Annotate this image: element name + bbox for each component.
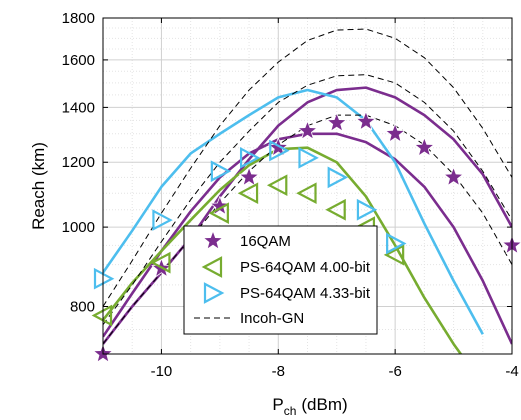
marker-triangle-left <box>325 198 346 221</box>
y-axis-title: Reach (km) <box>29 142 48 230</box>
x-axis-ticks: -10 -8 -6 -4 <box>151 18 519 380</box>
marker-triangle-left <box>296 182 317 205</box>
legend-item-16qam: 16QAM <box>203 230 291 250</box>
legend-label-ps64qam-433: PS-64QAM 4.33-bit <box>240 285 371 302</box>
x-tick-label: -6 <box>388 363 401 380</box>
y-tick-label: 1800 <box>62 10 95 27</box>
marker-star <box>326 112 347 132</box>
x-tick-label: -8 <box>272 363 285 380</box>
marker-triangle-right <box>152 209 173 231</box>
marker-triangle-left <box>383 244 405 266</box>
series-line <box>103 86 512 345</box>
marker-triangle-left <box>150 251 171 274</box>
marker-triangle-left <box>201 256 223 278</box>
marker-triangle-right <box>239 147 261 169</box>
y-axis-ticks: 800 1000 1200 1400 1600 1800 <box>62 10 512 315</box>
marker-triangle-right <box>269 139 290 162</box>
marker-star <box>297 120 318 140</box>
marker-star <box>203 230 223 250</box>
plot-frame <box>102 17 513 355</box>
legend-item-ps64qam-400: PS-64QAM 4.00-bit <box>201 256 371 278</box>
y-tick-label: 800 <box>70 298 95 315</box>
legend-item-ps64qam-433: PS-64QAM 4.33-bit <box>203 282 371 304</box>
legend-marker-triangle-left <box>201 256 223 278</box>
legend-label-ps64qam-400: PS-64QAM 4.00-bit <box>240 259 371 276</box>
legend: 16QAM PS-64QAM 4.00-bit PS-64QAM 4.33-bi… <box>183 225 378 335</box>
series-markers <box>91 111 521 363</box>
marker-star <box>385 123 406 143</box>
marker-triangle-right <box>210 160 232 183</box>
y-tick-label: 1400 <box>62 99 95 116</box>
x-axis-title-main: P <box>272 395 283 414</box>
legend-item-incoh-gn: Incoh-GN <box>194 310 304 327</box>
marker-triangle-left <box>208 202 229 224</box>
marker-star <box>209 195 230 215</box>
marker-triangle-right <box>327 166 349 189</box>
series-line <box>103 146 463 354</box>
marker-triangle-right <box>386 232 407 255</box>
marker-star <box>239 166 259 186</box>
marker-triangle-left <box>266 174 288 197</box>
marker-triangle-right <box>298 147 319 169</box>
y-tick-label: 1200 <box>62 154 95 171</box>
legend-marker-triangle-right <box>203 282 225 304</box>
marker-star <box>414 137 435 157</box>
marker-triangle-right <box>203 282 225 304</box>
legend-label-16qam: 16QAM <box>240 233 291 250</box>
series-line-incoh-gn <box>103 74 512 326</box>
x-axis-title-unit: (dBm) <box>301 395 347 414</box>
legend-marker-star <box>203 230 223 250</box>
legend-label-incoh-gn: Incoh-GN <box>240 310 304 327</box>
x-tick-label: -10 <box>151 363 173 380</box>
x-axis-title-sub: ch <box>284 404 297 418</box>
marker-star <box>356 111 376 131</box>
marker-triangle-left <box>237 182 259 205</box>
x-axis-title: Pch (dBm) <box>272 395 347 418</box>
marker-triangle-right <box>356 198 378 221</box>
series-line-incoh-gn <box>103 28 512 307</box>
marker-star <box>443 166 464 186</box>
y-tick-label: 1600 <box>62 52 95 69</box>
y-tick-label: 1000 <box>62 219 95 236</box>
x-tick-label: -4 <box>505 363 518 380</box>
